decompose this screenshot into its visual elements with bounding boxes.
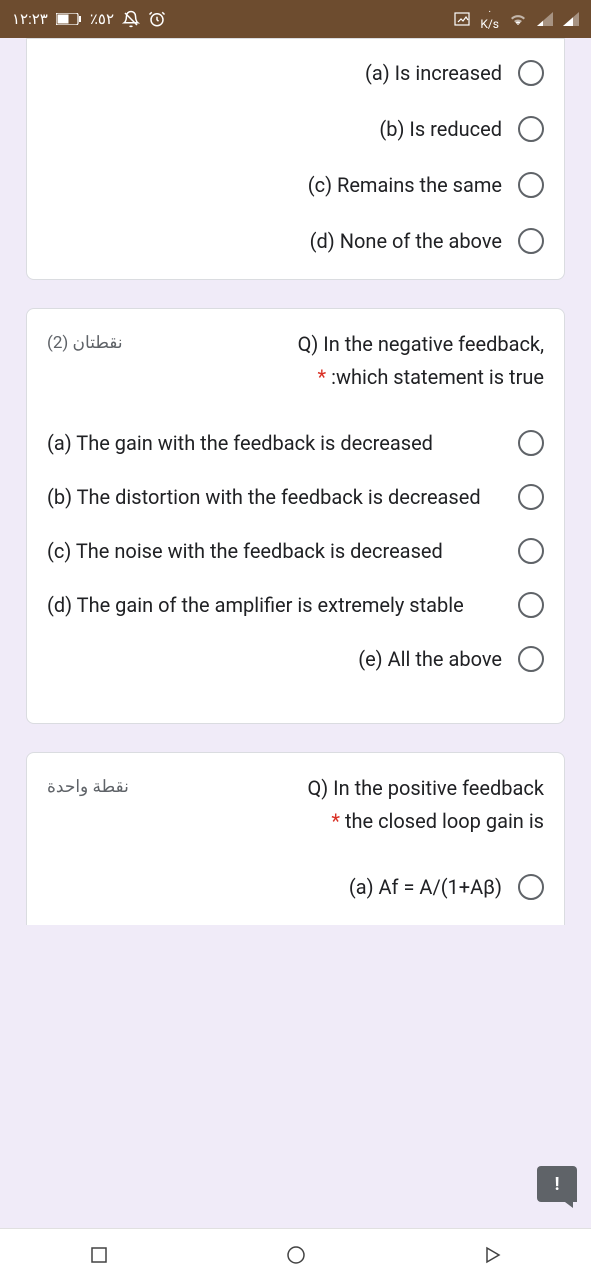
exclamation-icon: ! — [555, 1174, 560, 1195]
question-card-2: نقطتان (2) Q) In the negative feedback, … — [26, 308, 565, 724]
radio-button[interactable] — [518, 592, 544, 618]
alarm-icon — [148, 10, 166, 28]
option-row[interactable]: (c) Remains the same — [47, 171, 544, 199]
option-row[interactable]: (c) The noise with the feedback is decre… — [47, 537, 544, 565]
question-card-3: نقطة واحدة Q) In the positive feedback *… — [26, 752, 565, 925]
battery-percent: ٪٥٢ — [90, 10, 114, 28]
option-label: (b) The distortion with the feedback is … — [47, 483, 502, 511]
radio-button[interactable] — [518, 430, 544, 456]
option-label: (b) Is reduced — [47, 115, 502, 143]
question-title: Q) In the negative feedback, — [135, 329, 544, 359]
option-row[interactable]: (d) The gain of the amplifier is extreme… — [47, 591, 544, 619]
question-card-1: (a) Is increased (b) Is reduced (c) Rema… — [26, 38, 565, 280]
question-subtitle: * :which statement is true — [47, 365, 544, 389]
content-area: (a) Is increased (b) Is reduced (c) Rema… — [0, 38, 591, 925]
question-title: Q) In the positive feedback — [141, 773, 544, 803]
option-label: (a) Is increased — [47, 59, 502, 87]
option-label: (a) Af = A/(1+Aβ) — [47, 873, 502, 901]
navigation-bar — [0, 1228, 591, 1280]
options-body: (a) The gain with the feedback is decrea… — [47, 429, 544, 673]
radio-button[interactable] — [518, 874, 544, 900]
feedback-button[interactable]: ! — [537, 1166, 577, 1202]
nav-recent-button[interactable] — [89, 1245, 109, 1265]
network-speed: ۰K/s — [480, 7, 499, 31]
radio-button[interactable] — [518, 60, 544, 86]
wifi-icon — [509, 12, 527, 26]
option-label: (c) Remains the same — [47, 171, 502, 199]
radio-button[interactable] — [518, 484, 544, 510]
signal-1-icon — [537, 12, 553, 26]
radio-button[interactable] — [518, 172, 544, 198]
question-header: نقطة واحدة Q) In the positive feedback — [47, 773, 544, 803]
radio-button[interactable] — [518, 538, 544, 564]
time-label: ۱۲:۲۳ — [12, 10, 48, 28]
picture-icon — [454, 12, 470, 26]
option-label: (c) The noise with the feedback is decre… — [47, 537, 502, 565]
required-asterisk: * — [331, 809, 345, 833]
status-bar: ۱۲:۲۳ ٪٥٢ ۰K/s — [0, 0, 591, 38]
radio-button[interactable] — [518, 646, 544, 672]
bell-off-icon — [122, 10, 140, 28]
status-right: ۰K/s — [454, 7, 579, 31]
points-label: نقطتان (2) — [47, 333, 123, 353]
battery-icon — [56, 13, 82, 25]
question-subtitle: * the closed loop gain is — [47, 809, 544, 833]
option-row[interactable]: (a) Is increased — [47, 59, 544, 87]
option-label: (d) The gain of the amplifier is extreme… — [47, 591, 502, 619]
signal-2-icon — [563, 12, 579, 26]
option-row[interactable]: (b) Is reduced — [47, 115, 544, 143]
radio-button[interactable] — [518, 228, 544, 254]
options-body: (a) Af = A/(1+Aβ) — [47, 873, 544, 901]
option-label: (d) None of the above — [47, 227, 502, 255]
nav-back-button[interactable] — [483, 1245, 503, 1265]
status-left: ۱۲:۲۳ ٪٥٢ — [12, 10, 166, 28]
option-row[interactable]: (b) The distortion with the feedback is … — [47, 483, 544, 511]
radio-button[interactable] — [518, 116, 544, 142]
option-label: (e) All the above — [47, 645, 502, 673]
option-row[interactable]: (a) The gain with the feedback is decrea… — [47, 429, 544, 457]
option-row[interactable]: (e) All the above — [47, 645, 544, 673]
option-label: (a) The gain with the feedback is decrea… — [47, 429, 502, 457]
nav-home-button[interactable] — [286, 1245, 306, 1265]
option-row[interactable]: (a) Af = A/(1+Aβ) — [47, 873, 544, 901]
points-label: نقطة واحدة — [47, 777, 129, 797]
option-row[interactable]: (d) None of the above — [47, 227, 544, 255]
required-asterisk: * — [318, 365, 332, 389]
question-header: نقطتان (2) Q) In the negative feedback, — [47, 329, 544, 359]
